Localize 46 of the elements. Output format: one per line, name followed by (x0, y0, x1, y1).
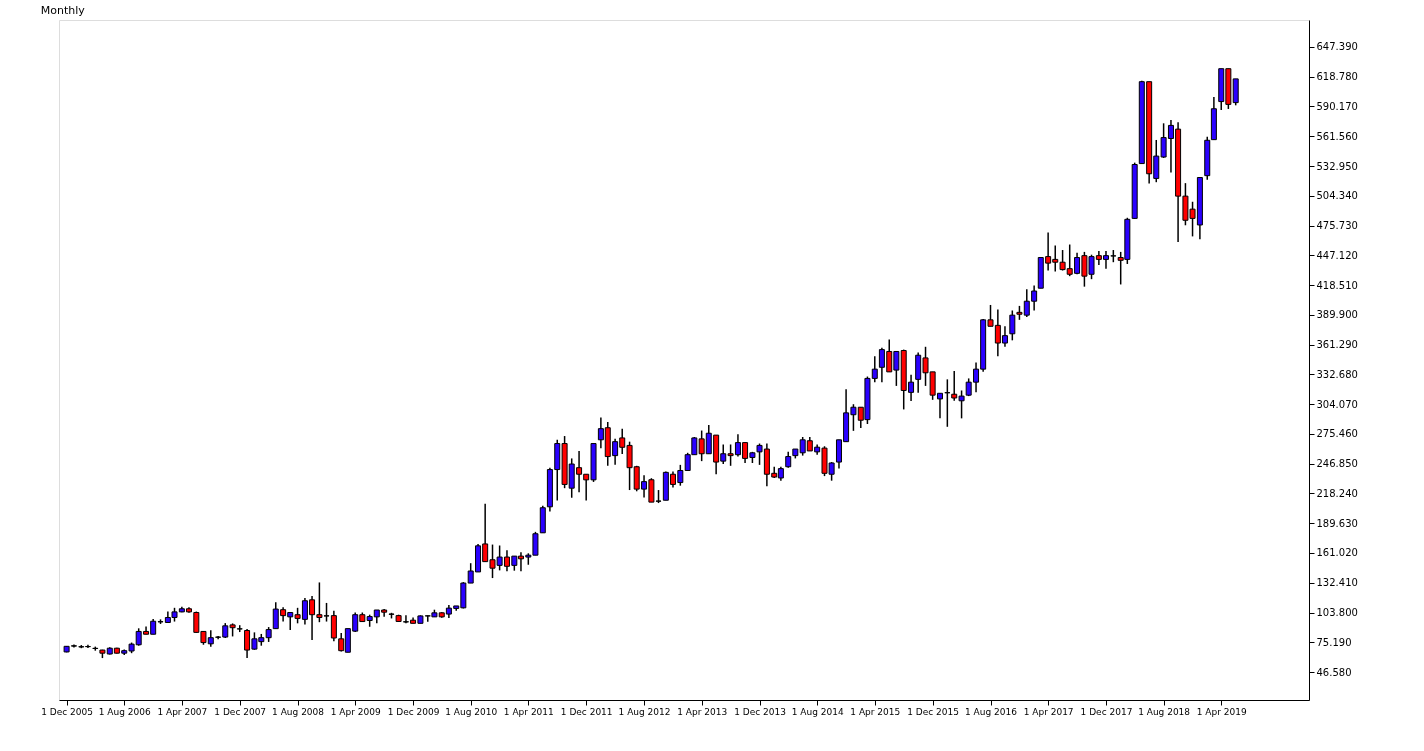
x-tick-label: 1 Dec 2015 (907, 706, 960, 717)
x-tick-label: 1 Dec 2009 (387, 706, 440, 717)
y-tick-label: 475.730 (1316, 220, 1358, 232)
y-tick-label: 389.900 (1316, 309, 1358, 321)
chart-title: Monthly (40, 4, 86, 17)
y-tick-label: 218.240 (1316, 487, 1358, 499)
x-tick-label: 1 Aug 2010 (445, 706, 498, 717)
x-tick-label: 1 Aug 2014 (791, 706, 844, 717)
x-tick-label: 1 Apr 2009 (330, 706, 381, 717)
x-tick-label: 1 Aug 2006 (98, 706, 151, 717)
y-tick-label: 189.630 (1316, 517, 1358, 529)
y-tick-label: 447.120 (1316, 249, 1358, 261)
y-tick-label: 304.070 (1316, 398, 1358, 410)
y-tick-label: 561.560 (1316, 130, 1358, 142)
x-tick-label: 1 Apr 2017 (1023, 706, 1074, 717)
candlestick (1009, 309, 1016, 342)
y-tick-label: 361.290 (1316, 339, 1358, 351)
candlestick (944, 378, 951, 428)
y-tick-label: 46.580 (1316, 666, 1352, 678)
y-tick-label: 246.850 (1316, 458, 1358, 470)
x-tick-label: 1 Dec 2017 (1080, 706, 1133, 717)
y-tick-label: 132.410 (1316, 577, 1358, 589)
x-tick-label: 1 Dec 2013 (734, 706, 786, 717)
y-tick-label: 332.680 (1316, 368, 1358, 380)
x-tick-label: 1 Apr 2015 (850, 706, 901, 717)
x-tick-label: 1 Dec 2007 (214, 706, 267, 717)
x-tick-label: 1 Aug 2018 (1138, 706, 1191, 717)
y-tick-label: 647.390 (1316, 41, 1358, 53)
y-tick-label: 75.190 (1316, 636, 1352, 648)
x-tick-label: 1 Apr 2007 (157, 706, 208, 717)
y-tick-label: 103.800 (1316, 607, 1358, 618)
y-tick-label: 418.510 (1316, 279, 1358, 291)
x-tick-label: 1 Aug 2016 (965, 706, 1018, 717)
x-tick-label: 1 Apr 2019 (1196, 706, 1247, 717)
x-tick-label: 1 Dec 2005 (41, 706, 93, 717)
y-tick-label: 590.170 (1316, 100, 1358, 112)
x-tick-label: 1 Aug 2012 (618, 706, 671, 717)
x-tick-label: 1 Dec 2011 (560, 706, 613, 717)
y-tick-label: 275.460 (1316, 428, 1358, 440)
y-tick-label: 504.340 (1316, 190, 1358, 202)
y-tick-label: 618.780 (1316, 71, 1358, 83)
x-tick-label: 1 Aug 2008 (272, 706, 325, 717)
x-tick-label: 1 Apr 2011 (503, 706, 554, 717)
y-tick-label: 532.950 (1316, 160, 1358, 172)
y-tick-label: 161.020 (1316, 547, 1358, 559)
x-tick-label: 1 Apr 2013 (677, 706, 728, 717)
